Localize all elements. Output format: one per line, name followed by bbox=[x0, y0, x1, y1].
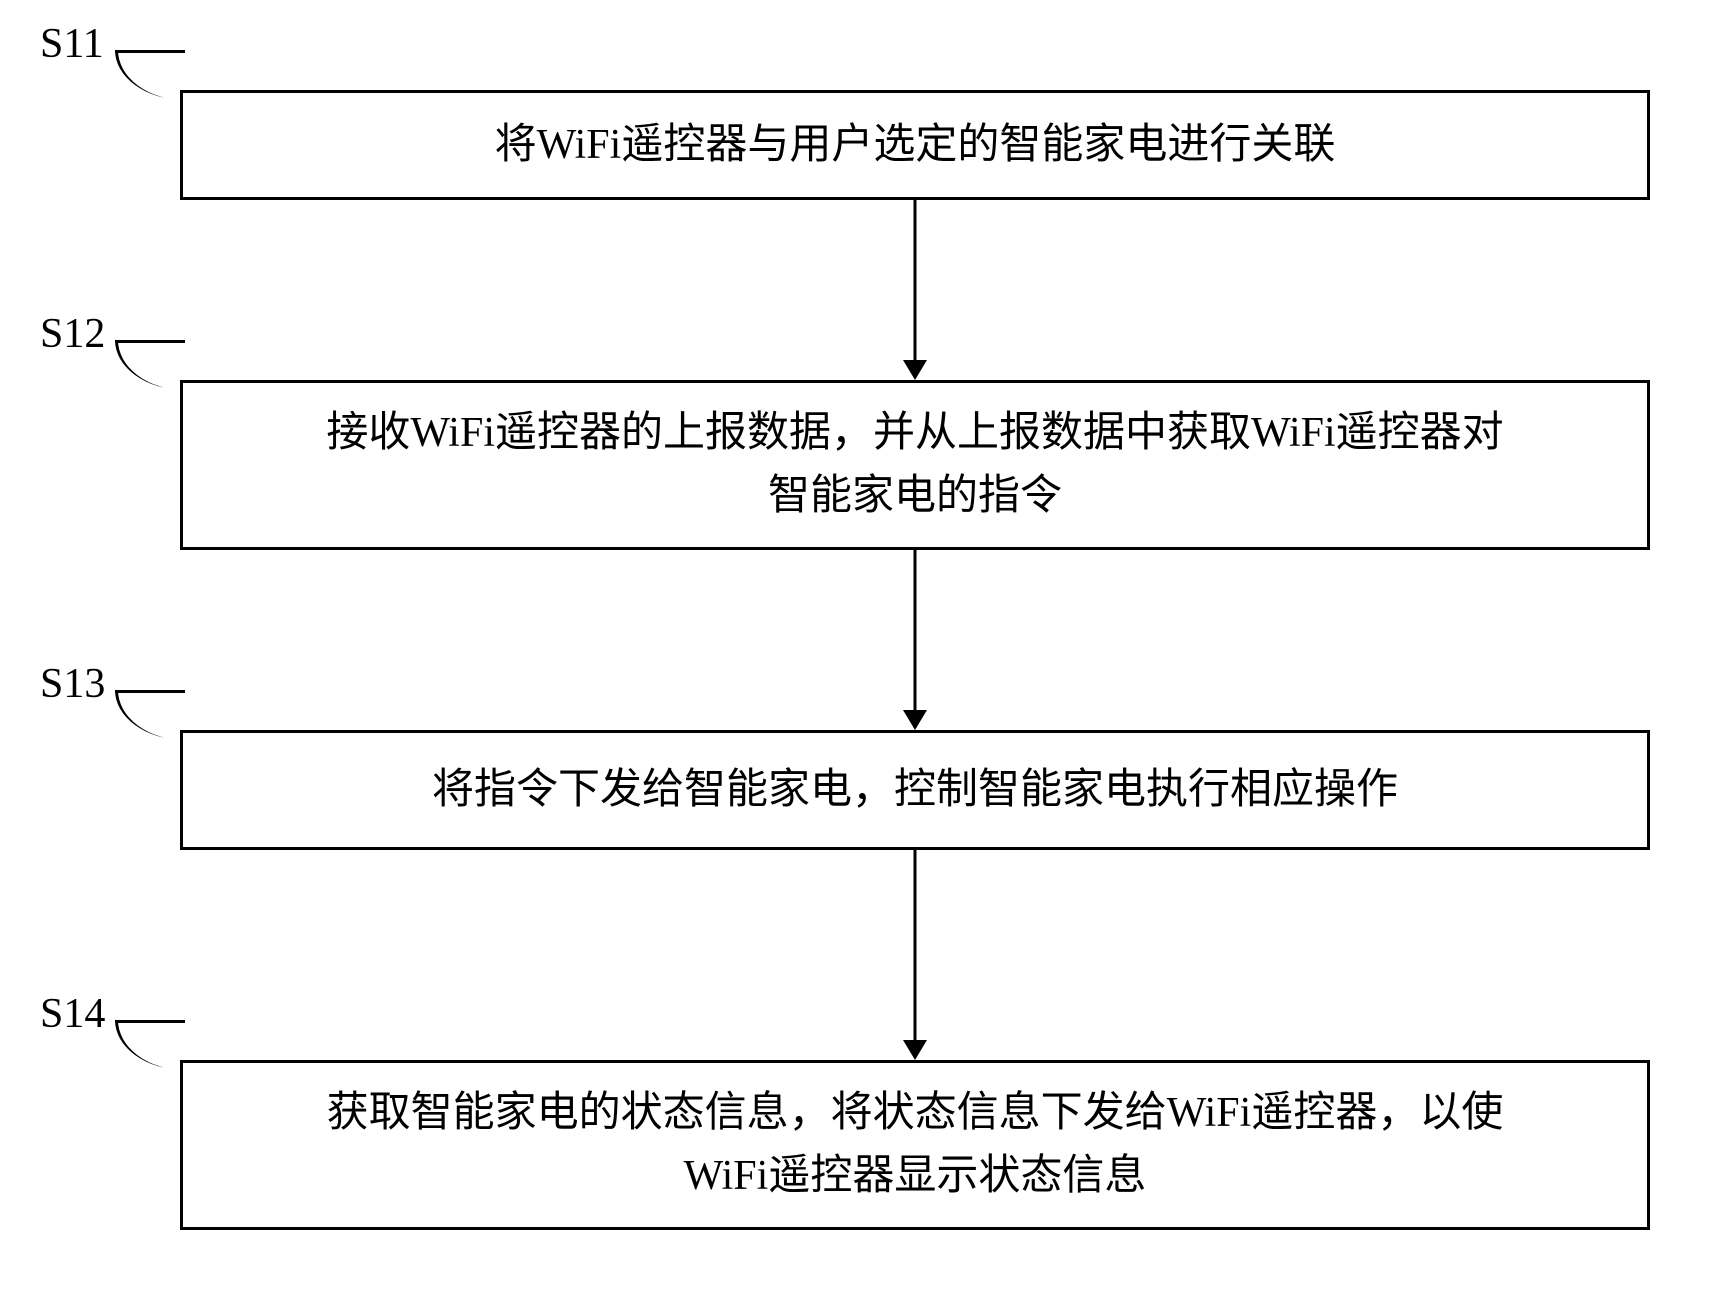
label-connector bbox=[115, 1020, 185, 1070]
step-text: 接收WiFi遥控器的上报数据，并从上报数据中获取WiFi遥控器对 智能家电的指令 bbox=[326, 402, 1503, 528]
step-label-s13: S13 bbox=[40, 660, 105, 708]
label-connector bbox=[115, 50, 185, 100]
flowchart-canvas: S11 将WiFi遥控器与用户选定的智能家电进行关联 S12 接收WiFi遥控器的上报… bbox=[0, 0, 1725, 1307]
step-box-s11: 将WiFi遥控器与用户选定的智能家电进行关联 bbox=[180, 90, 1650, 200]
step-label-s12: S12 bbox=[40, 310, 105, 358]
step-text: 将WiFi遥控器与用户选定的智能家电进行关联 bbox=[495, 114, 1336, 177]
step-label-s11: S11 bbox=[40, 20, 104, 68]
flow-arrow bbox=[895, 850, 935, 1060]
flow-arrow bbox=[895, 200, 935, 380]
step-text: 将指令下发给智能家电，控制智能家电执行相应操作 bbox=[432, 759, 1398, 822]
step-label-s14: S14 bbox=[40, 990, 105, 1038]
label-connector bbox=[115, 340, 185, 390]
step-box-s13: 将指令下发给智能家电，控制智能家电执行相应操作 bbox=[180, 730, 1650, 850]
step-box-s14: 获取智能家电的状态信息，将状态信息下发给WiFi遥控器，以使 WiFi遥控器显示… bbox=[180, 1060, 1650, 1230]
step-box-s12: 接收WiFi遥控器的上报数据，并从上报数据中获取WiFi遥控器对 智能家电的指令 bbox=[180, 380, 1650, 550]
flow-arrow bbox=[895, 550, 935, 730]
step-text: 获取智能家电的状态信息，将状态信息下发给WiFi遥控器，以使 WiFi遥控器显示… bbox=[327, 1082, 1504, 1208]
label-connector bbox=[115, 690, 185, 740]
